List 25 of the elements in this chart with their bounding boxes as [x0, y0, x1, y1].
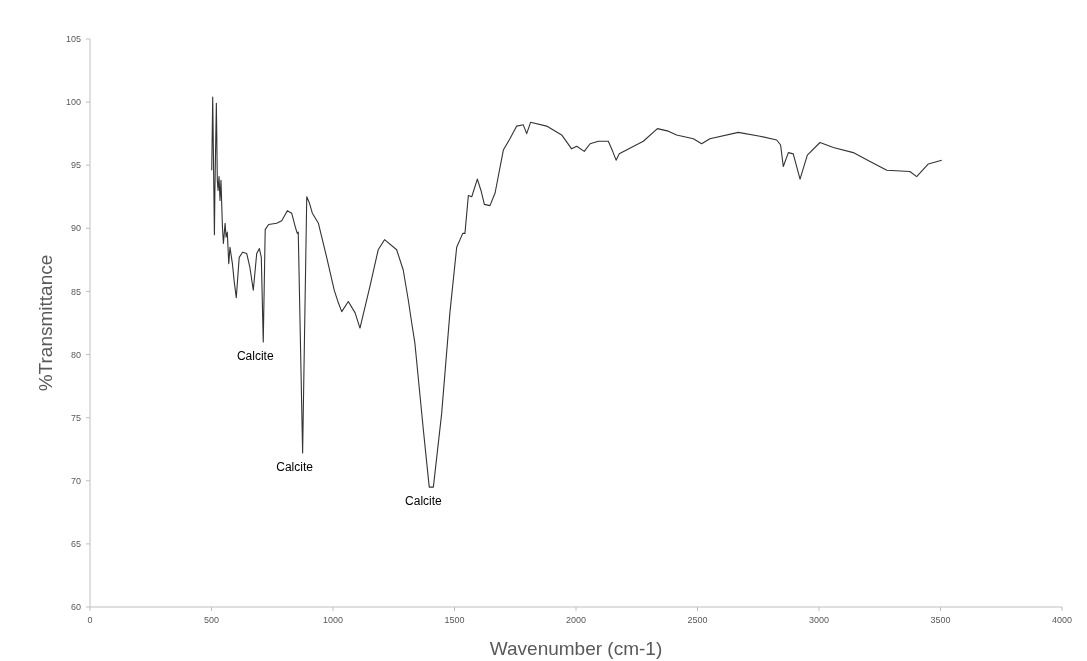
y-tick-label: 85: [70, 286, 81, 297]
y-tick-label: 75: [70, 412, 81, 423]
x-tick-label: 1500: [444, 615, 465, 625]
x-tick-label: 0: [87, 615, 93, 625]
x-axis-title: Wavenumber (cm-1): [489, 638, 663, 659]
x-tick-label: 3500: [930, 615, 951, 625]
line-series: [211, 96, 943, 488]
x-tick-label: 2500: [687, 615, 708, 625]
y-tick-label: 70: [70, 475, 81, 486]
x-tick-label: 1000: [322, 615, 344, 625]
x-tick-label: 500: [203, 615, 220, 625]
y-tick-label: 60: [70, 602, 81, 613]
annotation: Calcite: [276, 460, 314, 475]
y-tick-label: 90: [70, 223, 81, 234]
x-tick-label: 3000: [808, 615, 830, 625]
annotation: Calcite: [405, 494, 443, 509]
annotation: Calcite: [236, 348, 274, 363]
x-tick-label: 2000: [565, 615, 587, 625]
y-tick-label: 105: [65, 34, 81, 45]
x-tick-label: 4000: [1051, 615, 1073, 625]
y-tick-label: 80: [70, 349, 81, 360]
y-tick-label: 65: [70, 539, 81, 550]
y-tick-label: 95: [70, 160, 81, 171]
y-axis-title: %Transmittance: [35, 254, 56, 392]
y-tick-label: 100: [65, 97, 81, 108]
